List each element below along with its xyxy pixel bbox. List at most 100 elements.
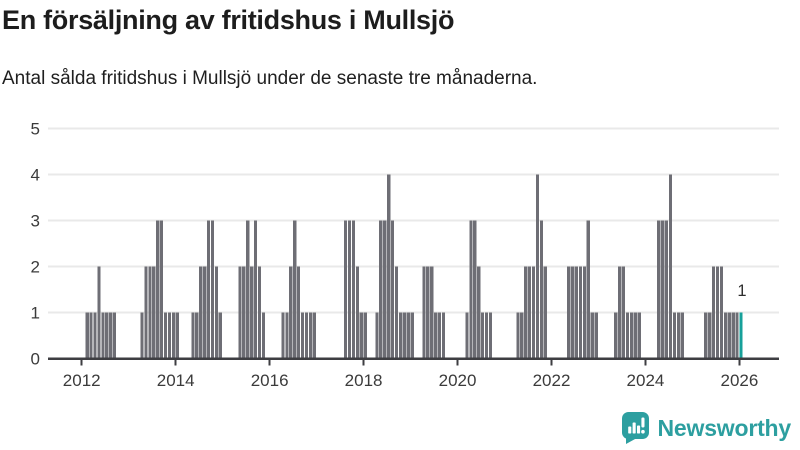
bar: [708, 312, 712, 359]
bar: [704, 312, 708, 359]
bar: [712, 266, 716, 359]
bar: [199, 266, 203, 359]
bar: [665, 220, 669, 359]
y-tick-label: 4: [31, 166, 40, 185]
bar: [426, 266, 430, 359]
y-tick-label: 3: [31, 212, 40, 231]
bar: [539, 220, 543, 359]
bar: [171, 312, 175, 359]
bar: [152, 266, 156, 359]
bar-chart: 2012 2014 2016 2018 2020 2022 2024 2026 0 1 2 3 4 5 1: [31, 120, 779, 390]
y-tick-label: 0: [31, 350, 40, 369]
bar: [375, 312, 379, 359]
bar: [175, 312, 179, 359]
x-tick-label: 2014: [157, 371, 195, 390]
bar: [571, 266, 575, 359]
bar: [586, 220, 590, 359]
bar: [293, 220, 297, 359]
bar: [441, 312, 446, 359]
bar: [85, 312, 89, 359]
bar: [308, 312, 312, 359]
bar: [531, 266, 536, 359]
bar: [101, 312, 105, 359]
bar: [383, 220, 387, 359]
bar: [406, 312, 410, 359]
bar: [567, 266, 571, 359]
bar: [300, 312, 305, 359]
bar: [156, 220, 160, 359]
bar: [160, 220, 164, 359]
bar: [210, 220, 215, 359]
bar: [574, 266, 579, 359]
bar: [93, 312, 97, 359]
bar: [218, 312, 222, 359]
bar: [250, 266, 254, 359]
bar: [484, 312, 489, 359]
bar: [379, 220, 383, 359]
bar: [661, 220, 665, 359]
highlighted-bar: [739, 312, 743, 359]
bar: [297, 266, 301, 359]
bar: [430, 266, 434, 359]
bar: [390, 220, 395, 359]
bar: [97, 266, 101, 359]
bar: [387, 174, 391, 359]
bar: [281, 312, 285, 359]
bar: [629, 312, 633, 359]
bar: [242, 266, 246, 359]
bar: [105, 312, 109, 359]
bar: [516, 312, 520, 359]
bar: [206, 220, 211, 359]
bar: [253, 220, 258, 359]
bar: [582, 266, 587, 359]
bar: [89, 312, 93, 359]
bar: [594, 312, 598, 359]
bar: [109, 312, 113, 359]
bar: [543, 266, 547, 359]
bar: [285, 312, 289, 359]
y-tick-label: 2: [31, 258, 40, 277]
chart-subtitle: Antal sålda fritidshus i Mullsjö under d…: [2, 68, 538, 89]
y-tick-label: 5: [31, 120, 40, 139]
bar: [410, 312, 414, 359]
bar: [633, 312, 637, 359]
bar: [351, 220, 356, 359]
bar: [167, 312, 172, 359]
last-value-label: 1: [737, 282, 746, 300]
brand-name: Newsworthy: [657, 414, 792, 441]
bar: [481, 312, 485, 359]
bar: [304, 312, 309, 359]
x-tick-label: 2024: [627, 371, 665, 390]
x-tick-label: 2016: [251, 371, 289, 390]
bar: [261, 312, 265, 359]
bar: [668, 174, 673, 359]
bar: [140, 312, 144, 359]
bar: [618, 266, 622, 359]
bar: [719, 266, 724, 359]
bar: [676, 312, 680, 359]
bar: [727, 312, 731, 359]
y-tick-label: 1: [31, 304, 40, 323]
bar: [163, 312, 168, 359]
bar: [625, 312, 630, 359]
bar: [469, 220, 473, 359]
bar: [363, 312, 367, 359]
x-tick-label: 2026: [721, 371, 759, 390]
bar: [347, 220, 352, 359]
bar: [477, 266, 481, 359]
bar: [637, 312, 641, 359]
newsworthy-logo-icon: [621, 412, 649, 444]
x-tick-label: 2018: [345, 371, 383, 390]
bar: [657, 220, 661, 359]
bar: [289, 266, 293, 359]
x-tick-label: 2012: [63, 371, 101, 390]
bar: [535, 174, 540, 359]
bar: [528, 266, 532, 359]
bar: [488, 312, 493, 359]
bar: [214, 266, 219, 359]
bar: [398, 312, 403, 359]
bar: [148, 266, 152, 359]
bar: [590, 312, 594, 359]
bar: [473, 220, 477, 359]
